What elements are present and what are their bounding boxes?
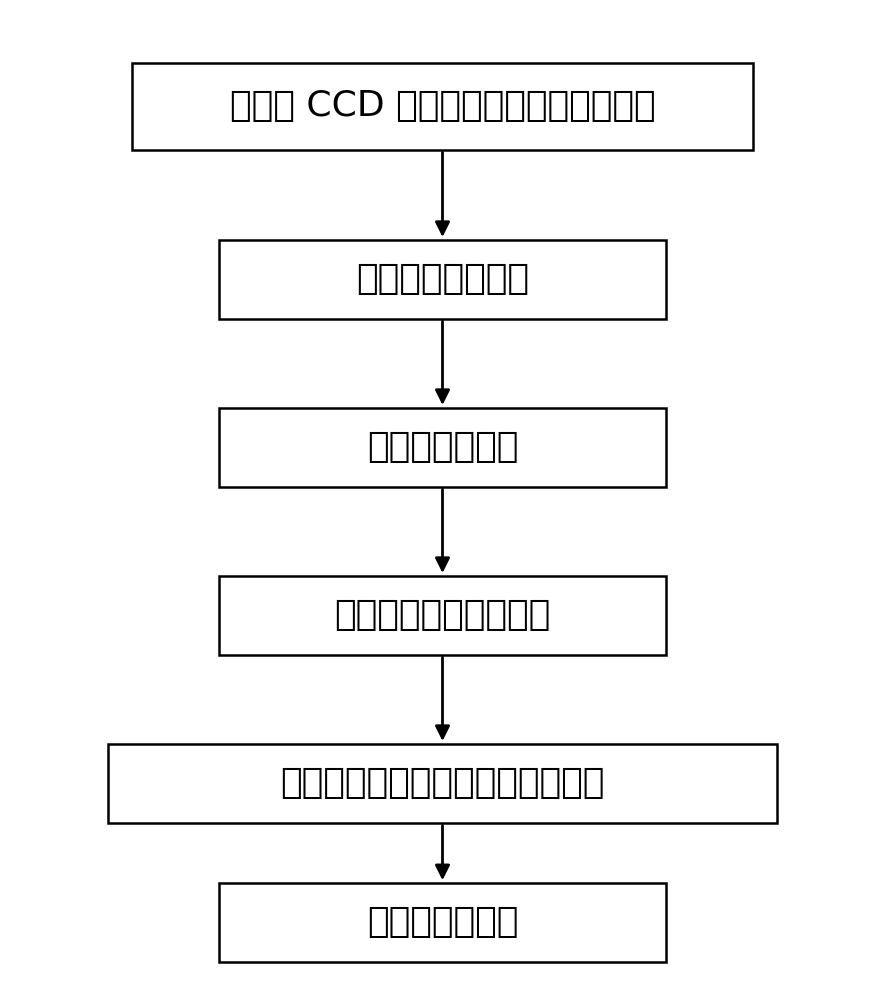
Bar <box>219 883 666 962</box>
Text: 中波红外光轴对中: 中波红外光轴对中 <box>356 262 529 296</box>
Text: 光轴偏角的计算: 光轴偏角的计算 <box>366 905 519 939</box>
Text: 可见光光点成像: 可见光光点成像 <box>366 430 519 464</box>
Text: 可见光光点图像的质心坐标的获取: 可见光光点图像的质心坐标的获取 <box>281 766 604 800</box>
Bar <box>219 576 666 655</box>
Bar <box>219 240 666 319</box>
Bar <box>219 408 666 487</box>
Text: 可见光光点图像的获取: 可见光光点图像的获取 <box>335 598 550 632</box>
Bar <box>132 63 753 150</box>
Text: 初始化 CCD 传感器并获取背景灰度图像: 初始化 CCD 传感器并获取背景灰度图像 <box>230 89 655 123</box>
Bar <box>108 744 777 823</box>
